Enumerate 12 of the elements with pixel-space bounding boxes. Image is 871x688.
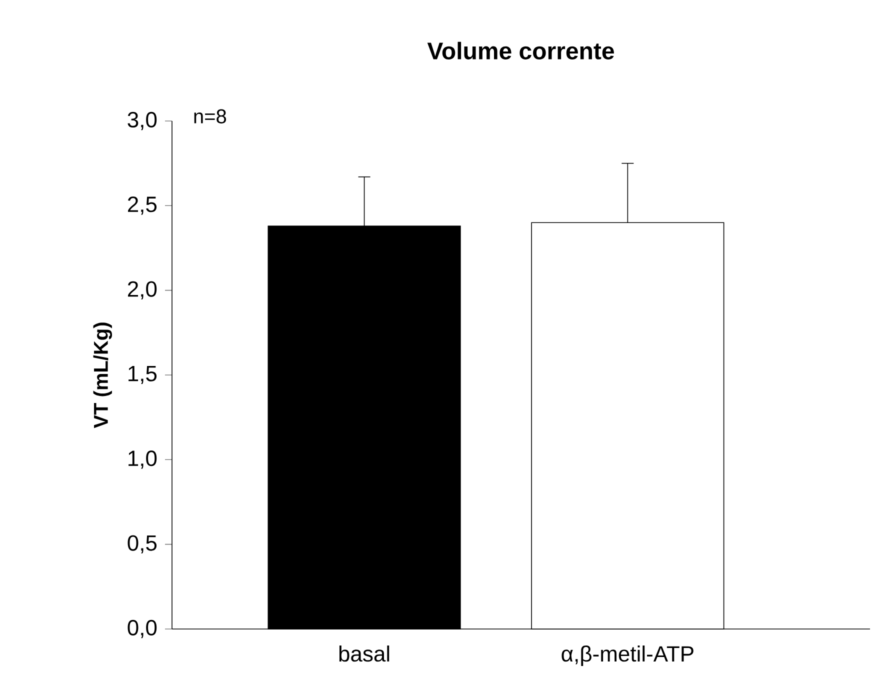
y-tick-label: 2,0: [128, 281, 157, 300]
annotation: n=8: [194, 109, 226, 124]
chart-title: Volume corrente: [427, 42, 614, 60]
y-axis-title: VT (mL/Kg): [93, 322, 112, 428]
y-tick-label: 1,0: [128, 450, 157, 469]
x-tick-label: basal: [339, 646, 390, 662]
x-tick-label: α,β-metil-ATP: [562, 646, 694, 666]
y-tick-label: 2,5: [128, 196, 157, 215]
y-tick-label: 3,0: [128, 112, 157, 130]
y-tick-label: 1,5: [128, 366, 157, 384]
y-tick-label: 0,5: [128, 535, 157, 554]
y-tick-label: 0,0: [128, 620, 157, 638]
